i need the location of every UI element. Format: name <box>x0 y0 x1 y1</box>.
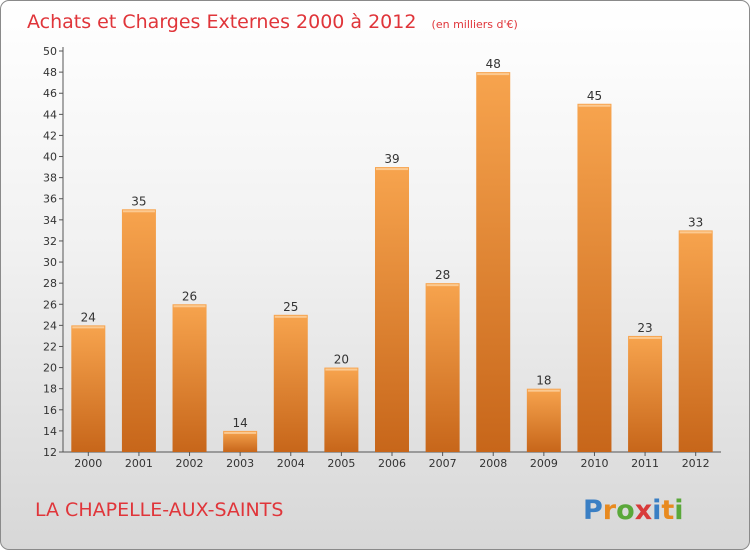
y-tick-label: 32 <box>43 235 57 248</box>
bar-value-label: 48 <box>486 57 501 71</box>
x-tick-label: 2010 <box>580 457 608 470</box>
chart-title-main: Achats et Charges Externes 2000 à 2012 <box>27 11 416 33</box>
bar-highlight <box>426 284 459 287</box>
y-tick-label: 34 <box>43 214 57 227</box>
logo-letter: o <box>616 495 635 526</box>
bar <box>425 283 460 452</box>
y-tick-label: 26 <box>43 298 57 311</box>
bar-value-label: 24 <box>81 310 96 324</box>
logo-letter: i <box>652 495 661 526</box>
bar-highlight <box>629 336 662 339</box>
y-tick-label: 38 <box>43 172 57 185</box>
y-tick-label: 22 <box>43 340 57 353</box>
x-tick-label: 2007 <box>429 457 457 470</box>
bar <box>324 367 359 452</box>
bar-highlight <box>477 73 510 76</box>
x-tick-label: 2012 <box>682 457 710 470</box>
y-tick-label: 48 <box>43 66 57 79</box>
logo-letter: i <box>674 495 683 526</box>
logo-letter: P <box>583 495 603 526</box>
bar-highlight <box>527 389 560 392</box>
y-tick-label: 46 <box>43 87 57 100</box>
y-tick-label: 14 <box>43 425 57 438</box>
chart-title-unit: (en milliers d'€) <box>432 18 518 31</box>
y-tick-label: 20 <box>43 362 57 375</box>
y-tick-label: 28 <box>43 277 57 290</box>
chart-title: Achats et Charges Externes 2000 à 2012 (… <box>27 11 518 33</box>
bar-highlight <box>325 368 358 371</box>
x-tick-label: 2006 <box>378 457 406 470</box>
bar <box>71 325 106 452</box>
bar <box>172 304 207 452</box>
y-tick-label: 40 <box>43 151 57 164</box>
bar <box>678 230 713 452</box>
x-tick-label: 2011 <box>631 457 659 470</box>
bar <box>526 388 561 452</box>
bar <box>223 430 258 452</box>
bar-value-label: 18 <box>536 374 551 388</box>
bar <box>375 167 409 452</box>
commune-name: LA CHAPELLE-AUX-SAINTS <box>35 499 283 521</box>
bar-value-label: 39 <box>384 152 399 166</box>
bars: 24 35 26 14 25 20 39 28 48 18 45 23 33 <box>71 57 713 453</box>
bar <box>577 103 612 453</box>
y-tick-label: 24 <box>43 319 57 332</box>
x-tick-label: 2002 <box>176 457 204 470</box>
proxiti-logo: Proxiti <box>583 495 684 526</box>
x-tick-label: 2000 <box>74 457 102 470</box>
x-tick-label: 2008 <box>479 457 507 470</box>
bar <box>628 335 663 452</box>
bar-highlight <box>224 431 257 434</box>
bar-value-label: 35 <box>131 194 146 208</box>
y-tick-label: 50 <box>43 45 57 58</box>
axes: 12 14 16 18 20 22 24 26 28 30 32 34 36 38 40 42 44 46 48 50… <box>43 45 721 470</box>
x-tick-label: 2004 <box>277 457 305 470</box>
x-tick-label: 2003 <box>226 457 254 470</box>
bar-highlight <box>679 231 712 234</box>
y-tick-label: 30 <box>43 256 57 269</box>
bar-value-label: 33 <box>688 215 703 229</box>
bar-value-label: 25 <box>283 300 298 314</box>
y-tick-label: 44 <box>43 108 57 121</box>
y-tick-label: 12 <box>43 446 57 459</box>
bar <box>476 72 511 453</box>
bar-value-label: 45 <box>587 89 602 103</box>
bar <box>121 209 156 452</box>
bar-highlight <box>376 168 408 171</box>
bar-value-label: 14 <box>233 416 248 430</box>
bar-highlight <box>72 326 105 329</box>
bar-highlight <box>173 305 206 308</box>
bar-value-label: 26 <box>182 289 197 303</box>
x-tick-label: 2001 <box>125 457 153 470</box>
bar-highlight <box>578 104 611 107</box>
bar-highlight <box>122 210 155 213</box>
logo-letter: r <box>603 495 617 526</box>
bar-value-label: 28 <box>435 268 450 282</box>
logo-letter: x <box>635 495 652 526</box>
bar-value-label: 20 <box>334 353 349 367</box>
y-tick-label: 16 <box>43 404 57 417</box>
x-tick-label: 2005 <box>327 457 355 470</box>
bar-highlight <box>274 315 307 318</box>
x-tick-label: 2009 <box>530 457 558 470</box>
bar-value-label: 23 <box>637 321 652 335</box>
y-tick-label: 36 <box>43 193 57 206</box>
bar <box>273 314 308 452</box>
y-tick-label: 18 <box>43 383 57 396</box>
logo-letter: t <box>661 495 674 526</box>
y-tick-label: 42 <box>43 129 57 142</box>
